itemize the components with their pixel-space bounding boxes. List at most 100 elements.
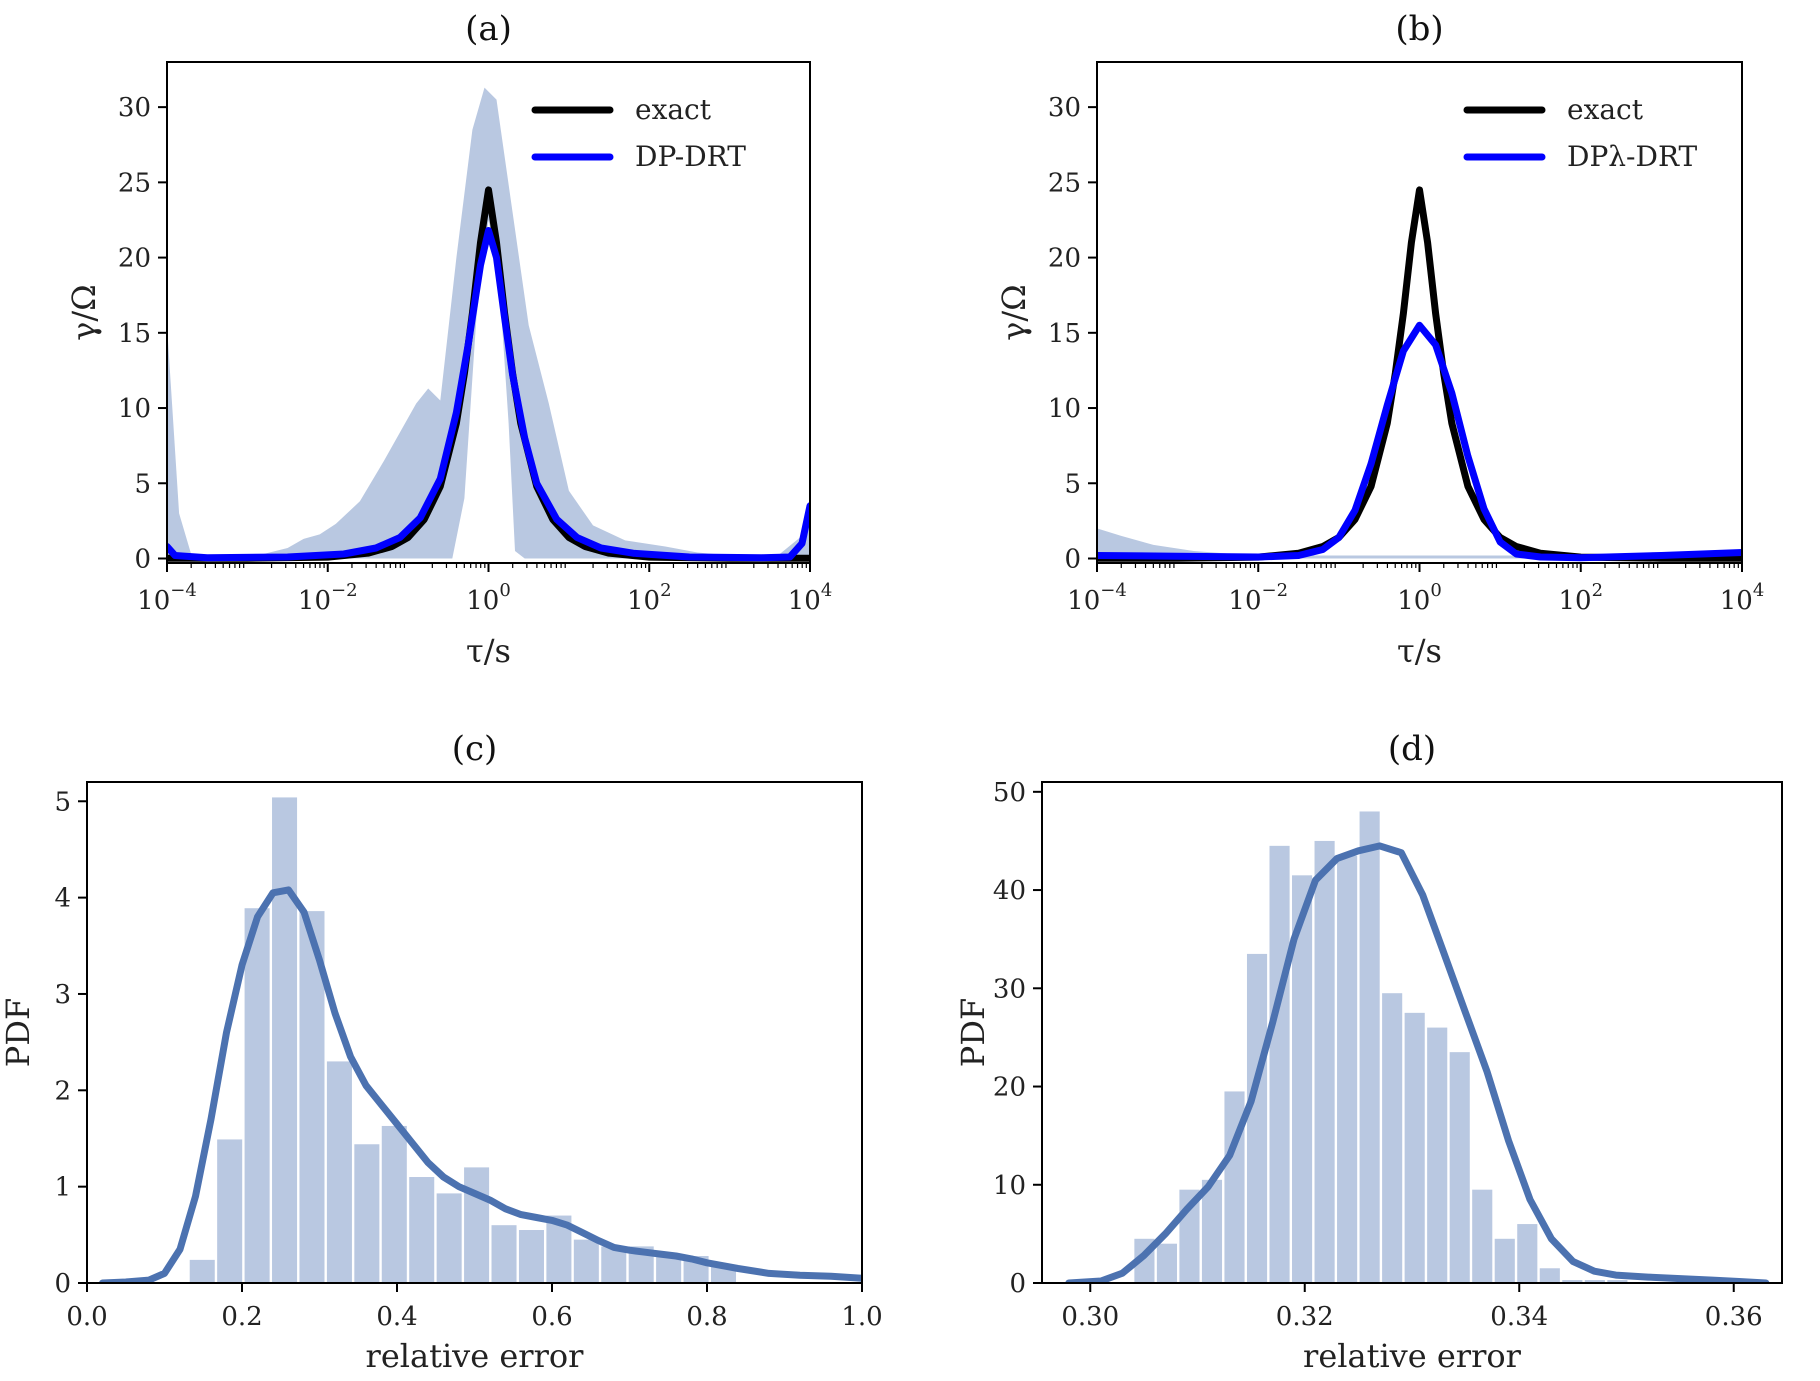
histogram-bar xyxy=(189,1259,215,1283)
x-tick-exponent: 4 xyxy=(1753,580,1764,601)
x-tick-label: 0.4 xyxy=(376,1302,417,1332)
y-tick-label: 25 xyxy=(1048,168,1081,198)
kde-line xyxy=(1065,842,1770,1283)
x-tick-label: 0.34 xyxy=(1490,1302,1548,1332)
x-tick-base: 10 xyxy=(466,586,499,616)
y-tick-label: 20 xyxy=(993,1073,1026,1103)
histogram-bar xyxy=(1337,855,1358,1283)
x-tick-base: 10 xyxy=(627,586,660,616)
x-tick-label: 0.30 xyxy=(1061,1302,1119,1332)
x-tick-label: 104 xyxy=(788,580,833,616)
x-tick-label: 102 xyxy=(1558,580,1603,616)
y-tick-label: 25 xyxy=(118,168,151,198)
histogram-bar xyxy=(326,1061,352,1283)
histogram-bar xyxy=(1404,1012,1425,1283)
x-tick-exponent: 4 xyxy=(821,580,832,601)
x-tick-label: 102 xyxy=(627,580,672,616)
x-tick-exponent: 0 xyxy=(1430,580,1441,601)
y-tick-label: 40 xyxy=(993,876,1026,906)
histogram-bar xyxy=(1246,953,1268,1283)
histogram-bar xyxy=(656,1256,682,1283)
histogram-bar xyxy=(1449,1052,1470,1283)
histogram-bar xyxy=(244,908,270,1283)
histogram-bar xyxy=(1472,1189,1493,1283)
histogram-bar xyxy=(354,1144,380,1283)
y-tick-label: 20 xyxy=(118,244,151,274)
y-tick-label: 30 xyxy=(118,93,151,123)
histogram-bar xyxy=(1584,1280,1605,1283)
histogram-bar xyxy=(601,1246,627,1283)
histogram-bar xyxy=(1427,1027,1448,1283)
x-tick-exponent: 2 xyxy=(660,580,671,601)
histogram-bar xyxy=(573,1239,599,1283)
y-tick-label: 0 xyxy=(1064,544,1081,574)
x-axis-label: τ/s xyxy=(1397,632,1442,670)
histogram-bar xyxy=(1517,1224,1538,1283)
axes-frame xyxy=(1041,781,1783,1284)
plot-area xyxy=(99,797,862,1283)
x-tick-base: 10 xyxy=(788,586,821,616)
x-tick-label: 0.2 xyxy=(221,1302,262,1332)
x-axis-label: τ/s xyxy=(466,632,511,670)
x-tick-base: 10 xyxy=(1720,586,1753,616)
y-tick-label: 4 xyxy=(54,884,71,914)
panel-title: (b) xyxy=(1395,9,1443,49)
series-line-exact xyxy=(1097,186,1742,562)
x-tick-label: 1.0 xyxy=(841,1302,882,1332)
y-tick-label: 30 xyxy=(1048,93,1081,123)
x-tick-label: 0.32 xyxy=(1276,1302,1334,1332)
histogram-bar xyxy=(1494,1238,1515,1283)
x-tick-label: 10−2 xyxy=(298,580,358,616)
plot-area xyxy=(167,87,810,562)
x-tick-base: 10 xyxy=(1397,586,1430,616)
kde-line xyxy=(99,886,862,1283)
histogram-bar xyxy=(518,1230,544,1283)
legend-label-1: DPλ-DRT xyxy=(1567,140,1698,173)
histogram-bar xyxy=(1607,1280,1628,1283)
x-tick-exponent: −4 xyxy=(170,580,197,601)
credible-band xyxy=(167,87,810,559)
y-tick-label: 5 xyxy=(1064,469,1081,499)
x-tick-label: 0.36 xyxy=(1705,1302,1763,1332)
x-tick-exponent: 0 xyxy=(499,580,510,601)
histogram-bar xyxy=(1269,845,1290,1283)
histogram-bar xyxy=(1314,840,1335,1283)
x-axis-label: relative error xyxy=(1303,1337,1522,1375)
histogram-bar xyxy=(1359,811,1380,1283)
x-tick-label: 104 xyxy=(1720,580,1765,616)
y-tick-label: 0 xyxy=(54,1269,71,1299)
histogram-bar xyxy=(1201,1179,1223,1283)
panel-title: (d) xyxy=(1388,729,1436,769)
y-tick-label: 30 xyxy=(993,974,1026,1004)
histogram-bar xyxy=(1539,1268,1560,1283)
x-tick-base: 10 xyxy=(1067,586,1100,616)
x-tick-exponent: 2 xyxy=(1592,580,1603,601)
panel-title: (c) xyxy=(452,729,498,769)
y-tick-label: 2 xyxy=(54,1076,71,1106)
y-tick-label: 20 xyxy=(1048,244,1081,274)
histogram-bar xyxy=(1156,1243,1178,1283)
axes-frame xyxy=(86,781,863,1284)
x-tick-base: 10 xyxy=(298,586,331,616)
y-tick-label: 0 xyxy=(1009,1269,1026,1299)
y-axis-label: γ/Ω xyxy=(995,284,1033,340)
x-tick-label: 0.0 xyxy=(66,1302,107,1332)
histogram-bar xyxy=(436,1193,462,1283)
legend-label-1: DP-DRT xyxy=(635,140,746,173)
panel-d: 0.30 0.32 0.34 0.36 0 10 20 30 40 50 (d) relative e… xyxy=(954,729,1783,1375)
x-tick-exponent: −4 xyxy=(1100,580,1127,601)
x-tick-exponent: −2 xyxy=(331,580,358,601)
y-tick-label: 5 xyxy=(54,787,71,817)
y-tick-label: 10 xyxy=(118,394,151,424)
y-tick-label: 15 xyxy=(1048,319,1081,349)
series-line-exact xyxy=(167,186,810,562)
x-tick-label: 100 xyxy=(1397,580,1442,616)
y-axis-label: PDF xyxy=(0,998,37,1067)
histogram-bar xyxy=(217,1139,243,1283)
y-tick-label: 1 xyxy=(54,1173,71,1203)
histogram-bar xyxy=(1382,993,1403,1283)
plot-area xyxy=(1097,186,1742,562)
histogram-bar xyxy=(1292,875,1313,1283)
